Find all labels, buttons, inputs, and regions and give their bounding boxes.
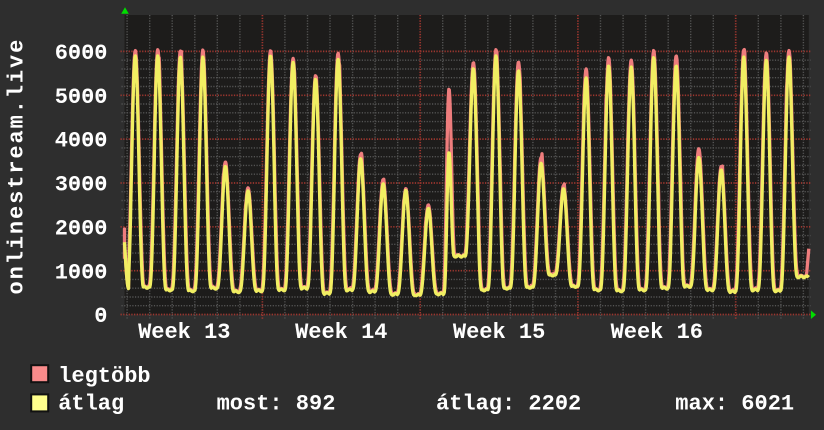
svg-text:Week 16: Week 16 <box>611 320 703 345</box>
svg-text:1000: 1000 <box>55 260 108 285</box>
svg-text:Week 15: Week 15 <box>453 320 545 345</box>
svg-text:átlag: átlag <box>58 391 124 416</box>
svg-text:most: 892: most: 892 <box>217 391 336 416</box>
svg-text:Week 13: Week 13 <box>138 320 230 345</box>
svg-text:3000: 3000 <box>55 173 108 198</box>
svg-text:6000: 6000 <box>55 41 108 66</box>
svg-text:0: 0 <box>94 304 107 329</box>
svg-text:onlinestream.live: onlinestream.live <box>5 38 30 295</box>
svg-text:max: 6021: max: 6021 <box>675 391 794 416</box>
svg-text:5000: 5000 <box>55 85 108 110</box>
svg-text:Week 14: Week 14 <box>295 320 387 345</box>
svg-text:2000: 2000 <box>55 216 108 241</box>
svg-text:átlag: 2202: átlag: 2202 <box>436 391 581 416</box>
svg-text:legtöbb: legtöbb <box>58 364 150 389</box>
svg-text:4000: 4000 <box>55 129 108 154</box>
